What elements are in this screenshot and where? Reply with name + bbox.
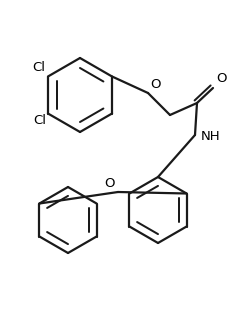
Text: Cl: Cl	[33, 114, 46, 127]
Text: O: O	[149, 78, 160, 91]
Text: O: O	[104, 177, 114, 190]
Text: Cl: Cl	[32, 61, 45, 74]
Text: O: O	[215, 72, 226, 85]
Text: NH: NH	[200, 131, 220, 144]
